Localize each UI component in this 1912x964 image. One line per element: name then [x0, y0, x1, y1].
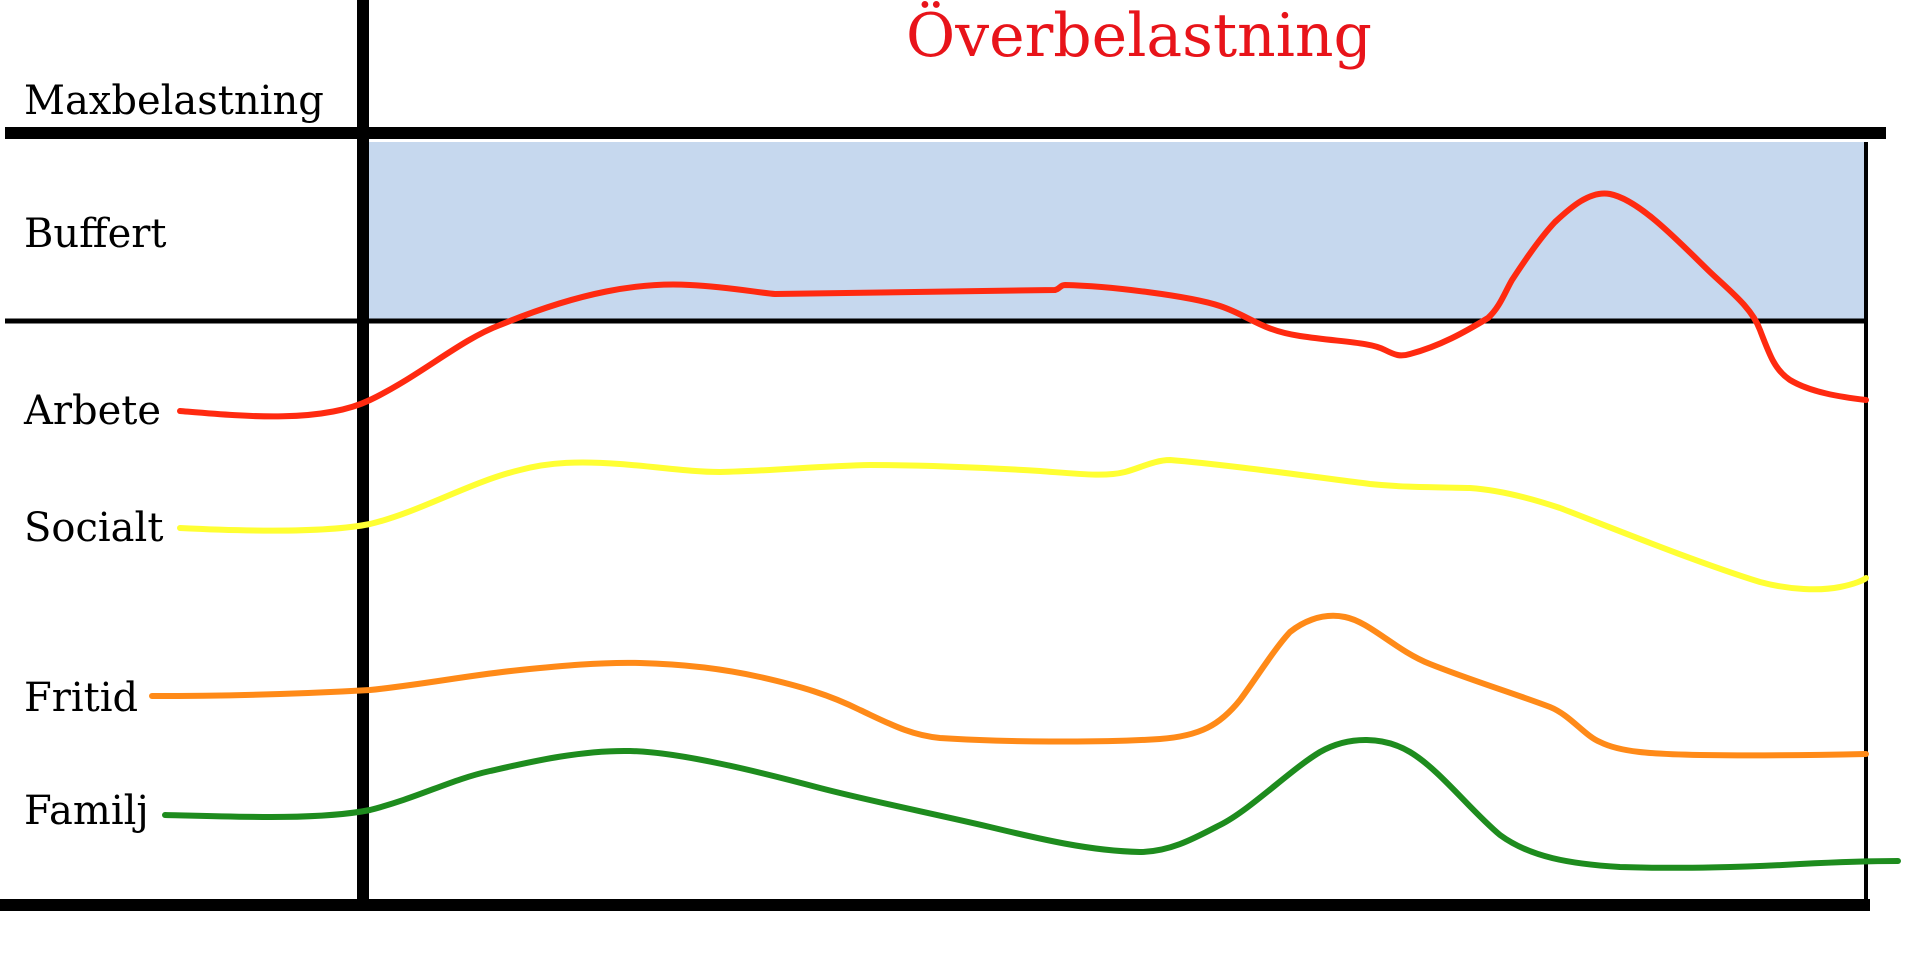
label-buffer: Buffert [24, 211, 166, 257]
label-max-load: Maxbelastning [24, 78, 324, 124]
curve-family [162, 737, 1901, 871]
label-work: Arbete [23, 388, 161, 434]
label-social: Socialt [24, 505, 163, 551]
label-leisure: Fritid [24, 675, 138, 721]
diagram-title: Överbelastning [906, 0, 1372, 71]
curve-social [177, 457, 1869, 593]
label-family: Familj [24, 788, 149, 834]
curve-work [177, 190, 1869, 420]
curve-leisure [149, 612, 1869, 759]
